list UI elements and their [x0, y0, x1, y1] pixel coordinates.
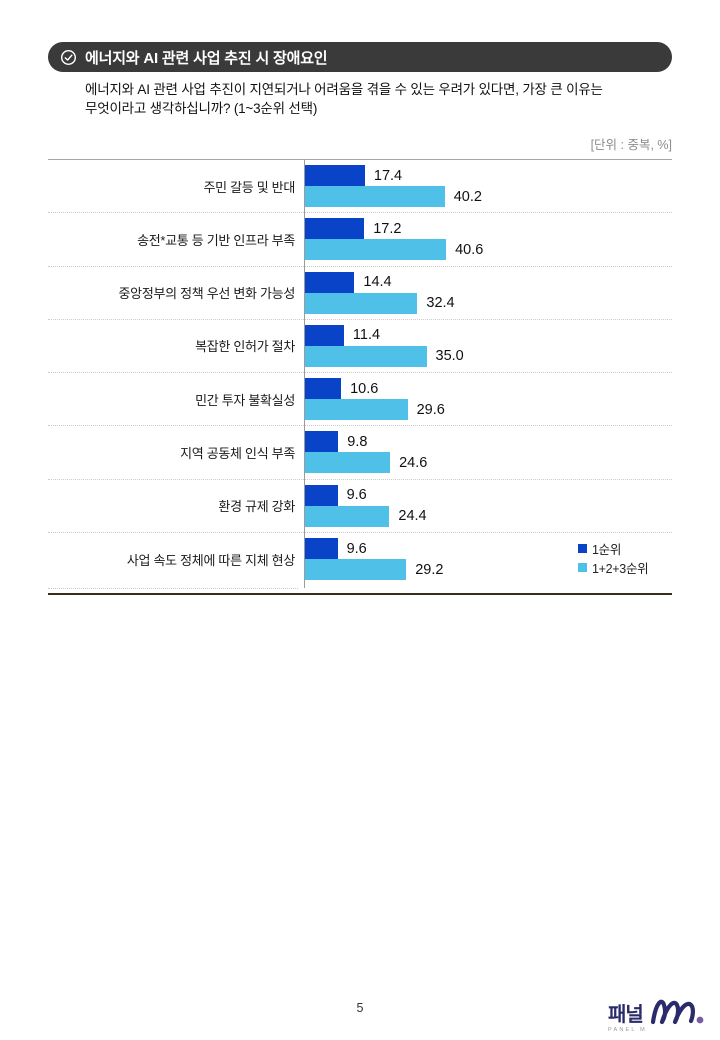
category-label: 지역 공동체 인식 부족 [180, 445, 295, 461]
bar-1순위 [304, 538, 338, 560]
value-label: 11.4 [352, 327, 381, 344]
logo-english-text: PANEL M [608, 1027, 647, 1033]
chart-row: 지역 공동체 인식 부족 9.8 24.6 [48, 426, 672, 480]
legend-label: 1+2+3순위 [592, 562, 649, 576]
bar-line: 24.6 [304, 452, 672, 474]
chart-row: 민간 투자 불확실성 10.6 29.6 [48, 373, 672, 427]
value-label: 17.2 [373, 220, 402, 237]
chart-row: 복잡한 인허가 절차 11.4 35.0 [48, 320, 672, 373]
bar-group: 9.6 24.4 [304, 480, 672, 532]
bar-line: 9.8 [304, 431, 672, 453]
question-line-1: 에너지와 AI 관련 사업 추진이 지연되거나 어려움을 겪을 수 있는 우려가… [85, 82, 603, 97]
value-label: 29.6 [416, 401, 445, 418]
category-label: 중앙정부의 정책 우선 변화 가능성 [118, 286, 296, 302]
value-label: 17.4 [373, 167, 403, 184]
section-title: 에너지와 AI 관련 사업 추진 시 장애요인 [85, 49, 328, 67]
value-label: 40.2 [453, 188, 482, 205]
bar-line: 40.6 [304, 239, 672, 261]
bar-line: 17.4 [304, 165, 672, 187]
bar-line: 11.4 [304, 324, 672, 346]
logo-text-block: 패널 PANEL M [608, 1004, 647, 1033]
bar-chart: 주민 갈등 및 반대 17.4 40.2 송전*교통 등 기반 인프라 부족 17.2 4… [48, 159, 672, 595]
bar-line: 9.6 [304, 538, 672, 560]
category-label: 사업 속도 정체에 따른 지체 현상 [126, 552, 295, 568]
legend-label: 1순위 [592, 543, 622, 557]
category-label: 환경 규제 강화 [218, 499, 295, 515]
bar-1+2+3순위 [304, 505, 390, 527]
bar-group: 14.4 32.4 [304, 267, 672, 319]
bar-1순위 [304, 271, 355, 293]
bar-1+2+3순위 [304, 345, 427, 367]
value-label: 10.6 [350, 380, 379, 397]
bar-1+2+3순위 [304, 399, 408, 421]
bar-1+2+3순위 [304, 239, 447, 261]
chart-axis-line [304, 160, 305, 588]
bar-group: 9.6 29.2 [304, 533, 672, 586]
panel-m-logo: 패널 PANEL M [608, 990, 707, 1033]
unit-label: [단위 : 중복, %] [590, 138, 672, 152]
value-label: 9.6 [346, 487, 367, 504]
value-label: 35.0 [435, 348, 464, 365]
bar-group: 17.4 40.2 [304, 160, 672, 212]
bar-line: 40.2 [304, 186, 672, 208]
value-label: 9.8 [347, 433, 368, 450]
bar-line: 35.0 [304, 345, 672, 367]
logo-korean-text: 패널 [608, 1004, 644, 1026]
value-label: 24.4 [398, 508, 427, 525]
value-label: 9.6 [346, 540, 367, 557]
bar-1순위 [304, 218, 365, 240]
bar-line: 24.4 [304, 505, 672, 527]
bar-group: 17.2 40.6 [304, 213, 672, 265]
bar-1순위 [304, 324, 344, 346]
category-label: 민간 투자 불확실성 [195, 392, 295, 408]
value-label: 40.6 [455, 241, 484, 258]
category-label: 송전*교통 등 기반 인프라 부족 [137, 232, 295, 248]
bar-line: 9.6 [304, 484, 672, 506]
legend-swatch [578, 563, 587, 572]
value-label: 14.4 [363, 274, 392, 291]
chart-row: 사업 속도 정체에 따른 지체 현상 9.6 29.2 [48, 533, 672, 586]
bar-1+2+3순위 [304, 292, 418, 314]
bar-1순위 [304, 431, 339, 453]
bar-line: 32.4 [304, 292, 672, 314]
category-label: 주민 갈등 및 반대 [203, 179, 295, 195]
question-line-2: 무엇이라고 생각하십니까? (1~3순위 선택) [85, 101, 318, 116]
chart-row: 환경 규제 강화 9.6 24.4 [48, 480, 672, 533]
bar-group: 9.8 24.6 [304, 426, 672, 478]
chart-bottom-dotted-rule [48, 588, 298, 589]
bar-line: 17.2 [304, 218, 672, 240]
bar-1순위 [304, 484, 338, 506]
bar-1순위 [304, 378, 342, 400]
chart-row: 중앙정부의 정책 우선 변화 가능성 14.4 32.4 [48, 267, 672, 320]
value-label: 24.6 [399, 454, 428, 471]
question-text: 에너지와 AI 관련 사업 추진이 지연되거나 어려움을 겪을 수 있는 우려가… [85, 80, 655, 118]
bar-line: 29.2 [304, 559, 672, 581]
bar-group: 11.4 35.0 [304, 320, 672, 372]
legend-swatch [578, 544, 587, 553]
bar-1+2+3순위 [304, 452, 391, 474]
bar-1+2+3순위 [304, 559, 407, 581]
logo-m-wave-icon [649, 990, 707, 1033]
chart-rows: 주민 갈등 및 반대 17.4 40.2 송전*교통 등 기반 인프라 부족 17.2 4… [48, 160, 672, 586]
category-label: 복잡한 인허가 절차 [195, 339, 295, 355]
bar-group: 10.6 29.6 [304, 373, 672, 425]
bar-1+2+3순위 [304, 186, 445, 208]
value-label: 29.2 [415, 561, 444, 578]
section-title-badge: 에너지와 AI 관련 사업 추진 시 장애요인 [48, 42, 672, 72]
bar-1순위 [304, 165, 365, 187]
chart-row: 송전*교통 등 기반 인프라 부족 17.2 40.6 [48, 213, 672, 267]
bar-line: 29.6 [304, 399, 672, 421]
chart-legend: 1순위 1+2+3순위 [578, 539, 649, 577]
legend-item: 1순위 [578, 539, 648, 558]
bar-line: 14.4 [304, 271, 672, 293]
value-label: 32.4 [426, 295, 455, 312]
check-circle-icon [60, 49, 77, 66]
page-number: 5 [356, 1001, 364, 1015]
legend-item: 1+2+3순위 [578, 558, 649, 577]
bar-line: 10.6 [304, 378, 672, 400]
chart-row: 주민 갈등 및 반대 17.4 40.2 [48, 160, 672, 214]
